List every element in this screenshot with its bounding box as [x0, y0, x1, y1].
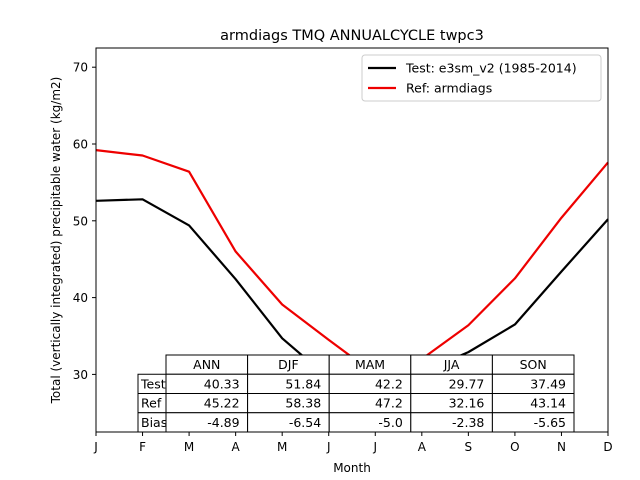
- table-cell-value: 45.22: [204, 396, 240, 411]
- table-row-label: Ref: [141, 396, 162, 411]
- stats-table: ANN DJF MAM JJA SON Test 40.33 51.84 42.2 29.77 37…: [137, 354, 575, 433]
- x-tick-label: N: [557, 440, 566, 454]
- series-line-0: [95, 198, 609, 380]
- x-tick-label: D: [603, 440, 612, 454]
- y-tick-label: 40: [73, 291, 88, 305]
- table-header-text: MAM: [355, 357, 385, 372]
- table-cell-value: 43.14: [530, 396, 566, 411]
- table-cell-value: -5.65: [534, 415, 566, 430]
- x-tick-label: J: [372, 440, 377, 454]
- table-header-text: ANN: [193, 357, 220, 372]
- table-cell-value: -6.54: [289, 415, 321, 430]
- table-cell-value: 58.38: [285, 396, 321, 411]
- series-layer: [95, 149, 609, 380]
- y-tick-label: 30: [73, 368, 88, 382]
- table-cell-value: 51.84: [285, 376, 321, 391]
- table-header-text: JJA: [443, 357, 460, 372]
- plot-frame: [95, 47, 609, 433]
- table-header-text: DJF: [278, 357, 299, 372]
- table-cell-value: -4.89: [207, 415, 239, 430]
- table-row-label: Test: [140, 376, 166, 391]
- x-tick-label: A: [418, 440, 427, 454]
- y-tick-label: 70: [73, 61, 88, 75]
- x-tick-label: J: [93, 440, 98, 454]
- table-cell-value: 42.2: [375, 376, 403, 391]
- x-tick-label: A: [232, 440, 241, 454]
- y-tick-label: 50: [73, 214, 88, 228]
- x-tick-label: S: [465, 440, 473, 454]
- x-tick-label: J: [326, 440, 331, 454]
- legend-box: [361, 54, 602, 102]
- table-row-label: Bias: [141, 415, 167, 430]
- x-tick-label: M: [184, 440, 194, 454]
- table-cell-value: 37.49: [530, 376, 566, 391]
- table-cell-value: -5.0: [378, 415, 402, 430]
- x-axis-label: Month: [333, 461, 371, 475]
- y-tick-label: 60: [73, 138, 88, 152]
- legend: Test: e3sm_v2 (1985-2014) Ref: armdiags: [361, 54, 602, 102]
- legend-label-1: Ref: armdiags: [406, 81, 492, 96]
- y-axis-label: Total (vertically integrated) precipitab…: [49, 77, 63, 405]
- chart-title: armdiags TMQ ANNUALCYCLE twpc3: [220, 28, 484, 44]
- x-tick-label: M: [277, 440, 287, 454]
- series-line-1: [95, 149, 609, 376]
- table-cell-value: 40.33: [204, 376, 240, 391]
- table-header-text: SON: [520, 357, 547, 372]
- table-cell-value: 47.2: [375, 396, 403, 411]
- table-cell-value: 32.16: [449, 396, 485, 411]
- x-tick-label: F: [139, 440, 146, 454]
- table-cell-value: -2.38: [452, 415, 484, 430]
- legend-label-0: Test: e3sm_v2 (1985-2014): [405, 61, 577, 76]
- table-cell-value: 29.77: [449, 376, 485, 391]
- x-tick-label: O: [510, 440, 519, 454]
